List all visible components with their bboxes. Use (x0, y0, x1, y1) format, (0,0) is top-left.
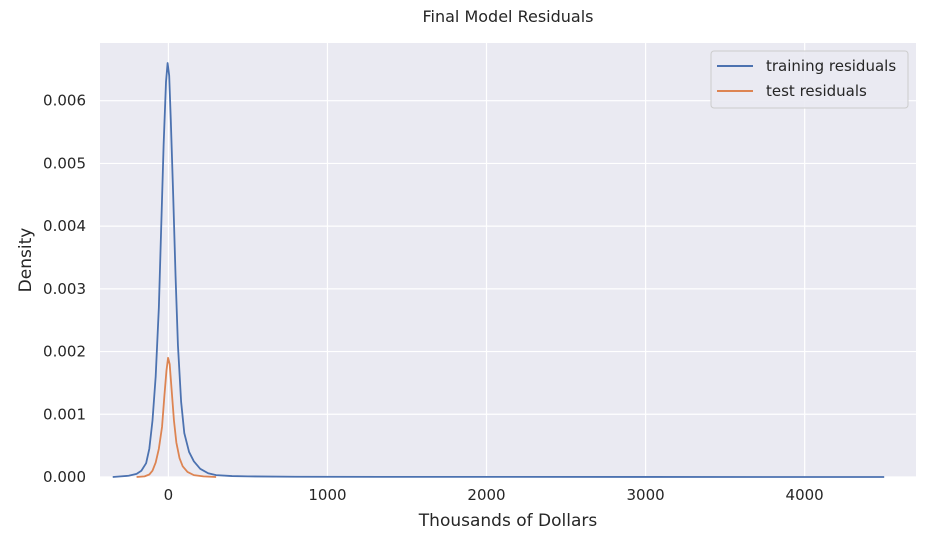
x-tick-label: 4000 (786, 486, 824, 504)
legend-box (710, 50, 909, 109)
series-lines (112, 62, 885, 478)
y-axis-label: Density (16, 228, 36, 293)
series-line-training-residuals (112, 62, 885, 478)
y-tick-label: 0.000 (43, 468, 86, 486)
x-axis-label: Thousands of Dollars (418, 511, 598, 531)
series-line-test-residuals (136, 356, 217, 478)
y-tick-label: 0.006 (43, 92, 86, 110)
legend-entry-label: training residuals (766, 57, 896, 75)
x-tick-labels: 0 1000 2000 3000 4000 (164, 486, 824, 504)
x-tick-label: 1000 (308, 486, 346, 504)
x-tick-label: 0 (164, 486, 174, 504)
y-tick-labels: 0.000 0.001 0.002 0.003 0.004 0.005 0.006 (43, 92, 86, 486)
grid-lines (100, 43, 916, 478)
plot-background (100, 43, 916, 477)
y-tick-label: 0.005 (43, 154, 86, 172)
y-tick-label: 0.004 (43, 217, 86, 235)
legend-entry-label: test residuals (766, 82, 867, 100)
y-tick-label: 0.002 (43, 343, 86, 361)
chart-title: Final Model Residuals (423, 7, 594, 26)
y-tick-label: 0.003 (43, 280, 86, 298)
x-tick-label: 2000 (467, 486, 505, 504)
y-tick-label: 0.001 (43, 405, 86, 423)
x-tick-label: 3000 (626, 486, 664, 504)
legend: training residuals test residuals (710, 50, 909, 109)
